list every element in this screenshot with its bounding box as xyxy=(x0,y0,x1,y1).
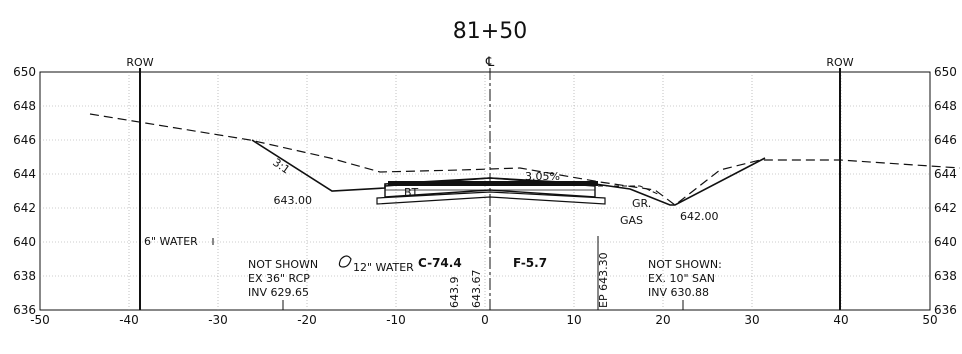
bt-label: BT xyxy=(404,186,419,199)
not-shown-left: NOT SHOWN xyxy=(248,258,318,271)
guardrail-line xyxy=(598,185,661,196)
grade-label: 3.05% xyxy=(525,170,560,183)
existing-ground-line xyxy=(89,113,961,206)
rcp-label: EX 36" RCP xyxy=(248,272,310,285)
y-tick-label-left: 650 xyxy=(13,65,36,79)
fill-label: F-5.7 xyxy=(513,256,547,270)
elevation-643-9: 643.9 xyxy=(448,277,461,309)
grid xyxy=(39,71,931,311)
rcp-invert: INV 629.65 xyxy=(248,286,309,299)
x-tick-label: -50 xyxy=(30,313,50,327)
san-label: EX. 10" SAN xyxy=(648,272,715,285)
x-axis-ticks: -50 -40 -30 -20 -10 0 10 20 30 40 50 xyxy=(30,313,937,327)
ep-elevation: EP 643.30 xyxy=(597,252,610,308)
surface-course xyxy=(388,181,598,186)
y-axis-ticks-right: 636 638 640 642 644 646 648 650 xyxy=(934,65,957,317)
y-tick-label-left: 638 xyxy=(13,269,36,283)
x-tick-label: -20 xyxy=(297,313,317,327)
x-tick-label: -10 xyxy=(386,313,406,327)
elevation-643-67: 643.67 xyxy=(470,270,483,309)
x-tick-label: 20 xyxy=(655,313,670,327)
water-12-marker xyxy=(338,255,352,268)
cut-label: C-74.4 xyxy=(418,256,462,270)
right-elevation-label: 642.00 xyxy=(680,210,719,223)
x-tick-label: 10 xyxy=(566,313,581,327)
water-6-label: 6" WATER xyxy=(144,235,198,248)
y-tick-label-right: 638 xyxy=(934,269,957,283)
y-tick-label-left: 640 xyxy=(13,235,36,249)
gas-label: GAS xyxy=(620,214,643,227)
base-course xyxy=(376,191,606,205)
left-elevation-label: 643.00 xyxy=(274,194,313,207)
not-shown-right: NOT SHOWN: xyxy=(648,258,722,271)
y-tick-label-left: 648 xyxy=(13,99,36,113)
x-tick-label: 0 xyxy=(481,313,489,327)
y-tick-label-right: 646 xyxy=(934,133,957,147)
y-tick-label-right: 650 xyxy=(934,65,957,79)
x-tick-label: -40 xyxy=(119,313,139,327)
slope-ratio-label: 3:1 xyxy=(270,156,292,177)
x-tick-label: 40 xyxy=(833,313,848,327)
x-tick-label: -30 xyxy=(208,313,228,327)
gr-label: GR. xyxy=(632,197,651,210)
y-tick-label-right: 636 xyxy=(934,303,957,317)
y-tick-label-left: 644 xyxy=(13,167,36,181)
x-tick-label: 50 xyxy=(922,313,937,327)
y-tick-label-right: 644 xyxy=(934,167,957,181)
y-tick-label-left: 636 xyxy=(13,303,36,317)
y-tick-label-right: 642 xyxy=(934,201,957,215)
y-tick-label-right: 640 xyxy=(934,235,957,249)
station-title: 81+50 xyxy=(453,19,527,44)
san-invert: INV 630.88 xyxy=(648,286,709,299)
y-tick-label-left: 646 xyxy=(13,133,36,147)
y-axis-ticks-left: 636 638 640 642 644 646 648 650 xyxy=(13,65,36,317)
proposed-section-line xyxy=(251,139,766,206)
water-12-label: 12" WATER xyxy=(353,261,414,274)
x-tick-label: 30 xyxy=(744,313,759,327)
right-row-label: ROW xyxy=(826,56,853,69)
centerline-symbol: ℄ xyxy=(485,55,495,70)
y-tick-label-left: 642 xyxy=(13,201,36,215)
left-row-label: ROW xyxy=(126,56,153,69)
y-tick-label-right: 648 xyxy=(934,99,957,113)
